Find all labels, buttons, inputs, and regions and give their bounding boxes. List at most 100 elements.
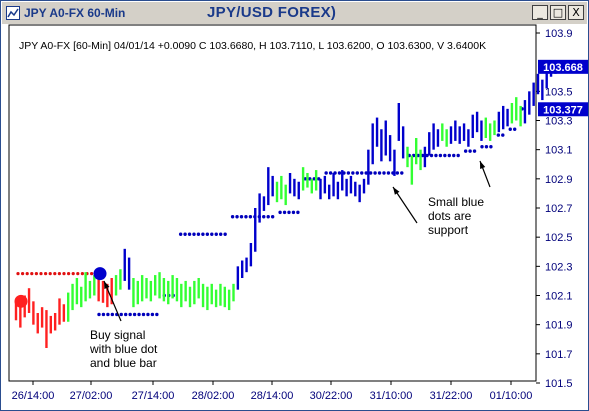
support-dot [155, 312, 159, 317]
support-dot [395, 171, 400, 175]
support-dot [346, 171, 351, 175]
support-dot [219, 232, 223, 236]
x-tick-label: 30/22:00 [310, 390, 353, 402]
x-tick-label: 27/02:00 [70, 390, 113, 402]
support-dot [210, 232, 214, 236]
support-dot [266, 215, 270, 219]
support-dot [382, 171, 386, 175]
x-tick-label: 26/14:00 [12, 390, 55, 402]
annotation-text: dots are [428, 209, 472, 223]
support-dot [513, 127, 517, 131]
support-dot [480, 145, 484, 149]
support-price-badge: 103.377 [543, 104, 583, 116]
support-dot [377, 171, 382, 175]
support-dot [287, 210, 291, 215]
annotation-text: support [428, 223, 469, 237]
last-price-badge: 103.668 [543, 62, 583, 74]
support-dot [368, 171, 373, 175]
support-dot [106, 312, 110, 317]
y-tick-label: 103.1 [545, 145, 573, 157]
support-dot [443, 153, 447, 158]
support-dot [447, 153, 451, 158]
close-button[interactable]: X [568, 5, 584, 20]
x-tick-label: 31/22:00 [430, 390, 473, 402]
sell-signal-dot [14, 294, 28, 308]
support-dot [429, 153, 434, 158]
support-dot [282, 210, 287, 215]
support-arrow-1-head [393, 187, 400, 195]
support-dot [468, 149, 472, 153]
support-dot [110, 312, 115, 317]
support-dot [508, 127, 512, 131]
support-dot [501, 133, 505, 137]
y-tick-label: 103.9 [545, 28, 573, 40]
title-bar[interactable]: JPY A0-FX 60-Min JPY/USD FOREX) _ □ X [2, 2, 587, 24]
y-tick-label: 102.7 [545, 203, 573, 215]
price-badges: 103.668 103.377 [538, 59, 588, 117]
support-dot [434, 153, 438, 158]
support-dot [420, 153, 425, 158]
support-dot [137, 312, 141, 317]
resistance-dot [57, 272, 62, 276]
support-dot [146, 312, 150, 317]
buy-signal-arrow-head [104, 281, 110, 289]
support-arrow-2-head [480, 161, 486, 169]
support-dot [101, 312, 106, 317]
support-dot [178, 232, 183, 236]
support-dot [425, 153, 429, 158]
support-dot [296, 210, 300, 215]
y-tick-label: 101.5 [545, 378, 573, 390]
resistance-dot [34, 272, 39, 276]
support-dot [278, 210, 282, 215]
x-axis: 26/14:00 27/02:00 27/14:00 28/02:00 28/14:00… [12, 381, 532, 402]
y-axis: 103.9 103.5 103.3 103.1 102.9 102.7 102.5 102.3… [536, 28, 573, 390]
x-tick-label: 27/14:00 [132, 390, 175, 402]
support-dot [183, 232, 187, 236]
support-dot [196, 232, 201, 236]
support-dot [201, 232, 205, 236]
y-tick-label: 103.5 [545, 86, 573, 98]
support-dot [373, 171, 377, 175]
app-icon [6, 6, 20, 20]
x-tick-label: 28/14:00 [251, 390, 294, 402]
y-tick-label: 102.5 [545, 232, 573, 244]
support-dot [235, 215, 239, 219]
y-tick-label: 103.3 [545, 116, 573, 128]
support-dot [119, 312, 123, 317]
x-tick-label: 31/10:00 [370, 390, 413, 402]
resistance-dot [30, 272, 34, 276]
support-dot [124, 312, 128, 317]
y-tick-label: 102.3 [545, 261, 573, 273]
support-dot [438, 153, 443, 158]
support-dot [324, 171, 328, 175]
price-bars [14, 60, 557, 348]
plot-area[interactable] [8, 24, 537, 382]
window-title: JPY A0-FX 60-Min [24, 6, 126, 20]
minimize-button[interactable]: _ [532, 5, 548, 20]
annotation-text: with blue dot [89, 342, 158, 356]
support-dot [291, 210, 296, 215]
y-tick-label: 101.9 [545, 320, 573, 332]
resistance-dot [53, 272, 57, 276]
support-dot [187, 232, 192, 236]
support-dot [337, 171, 342, 175]
resistance-dot [44, 272, 48, 276]
y-tick-label: 102.1 [545, 291, 573, 303]
support-dot [141, 312, 146, 317]
annotation-text: Buy signal [90, 328, 145, 342]
support-dot [364, 171, 368, 175]
support-dot [360, 171, 364, 175]
support-dot [452, 153, 456, 158]
maximize-button[interactable]: □ [550, 5, 566, 20]
support-dot [205, 232, 210, 236]
annotation-text: and blue bar [90, 356, 157, 370]
resistance-dot [25, 272, 29, 276]
support-dot [244, 215, 248, 219]
support-dot [328, 171, 333, 175]
support-dot [456, 153, 460, 158]
support-dot [223, 232, 227, 236]
support-dot [351, 171, 355, 175]
support-dot [97, 312, 101, 317]
